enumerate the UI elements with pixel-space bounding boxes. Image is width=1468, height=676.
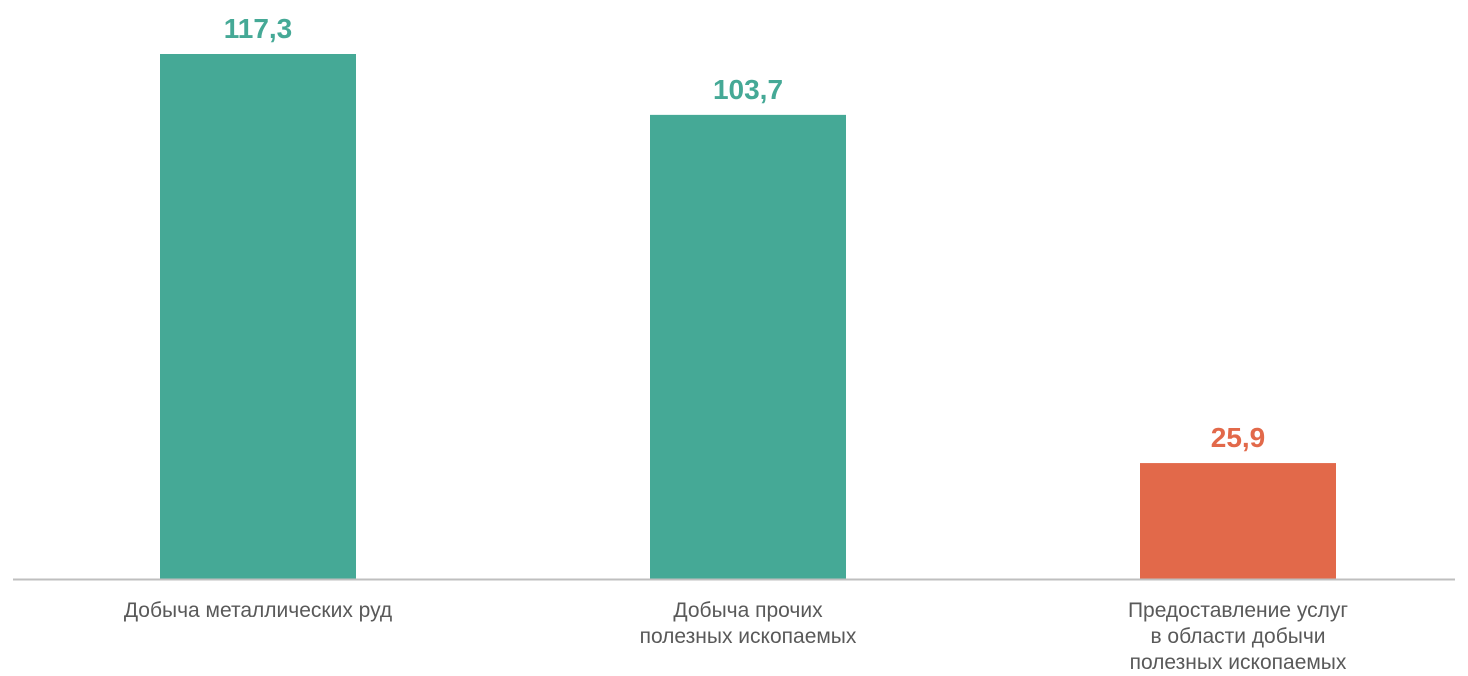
value-labels-group: 117,3 103,7 25,9 xyxy=(224,13,1266,453)
bar-2 xyxy=(650,114,846,579)
category-label-line: Добыча прочих xyxy=(673,599,823,622)
data-label-1: 117,3 xyxy=(224,13,293,44)
category-label-3: Предоставление услуг в области добычи поле… xyxy=(1128,599,1348,674)
category-label-line: в области добычи xyxy=(1150,625,1325,648)
bar-1 xyxy=(160,54,356,579)
category-label-line: полезных ископаемых xyxy=(640,625,857,648)
category-labels-group: Добыча металлических руд Добыча прочих пол… xyxy=(124,599,1349,674)
category-label-line: Добыча металлических руд xyxy=(124,599,392,622)
category-label-line: Предоставление услуг xyxy=(1128,599,1348,622)
category-label-2: Добыча прочих полезных ископаемых xyxy=(640,599,857,648)
category-label-line: полезных ископаемых xyxy=(1130,651,1347,674)
data-label-2: 103,7 xyxy=(713,74,783,105)
bar-3 xyxy=(1140,463,1336,579)
category-label-1: Добыча металлических руд xyxy=(124,599,392,622)
data-label-3: 25,9 xyxy=(1211,422,1266,453)
bars-group xyxy=(160,54,1336,579)
